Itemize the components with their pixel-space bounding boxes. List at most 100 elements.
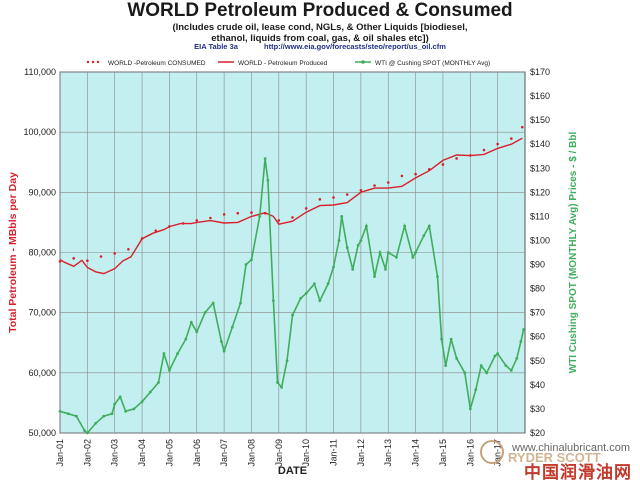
wti-point [386, 251, 390, 254]
x-tick-label: Jan-07 [219, 439, 229, 467]
wti-point [230, 325, 234, 329]
wti-point [444, 364, 448, 368]
wti-point [280, 385, 283, 389]
wti-point [326, 282, 330, 286]
y-right-tick-label: $140 [530, 139, 550, 149]
wti-point [504, 364, 508, 368]
y-right-tick-label: $170 [530, 67, 550, 77]
wti-point [427, 224, 431, 228]
wti-point [118, 395, 122, 399]
wti-point [411, 255, 415, 259]
consumed-point [72, 257, 75, 260]
wti-point [312, 282, 316, 286]
wti-point [468, 407, 472, 411]
consumed-point [277, 219, 281, 222]
x-tick-label: Jan-02 [82, 439, 92, 467]
produced-line [59, 137, 523, 275]
legend-label: WTI @ Cushing SPOT (MONTHLY Avg) [375, 60, 490, 67]
y-right-tick-label: $100 [530, 235, 550, 245]
y-right-tick-label: $110 [530, 211, 549, 221]
y-right-tick-label: $130 [530, 163, 550, 173]
x-tick-label: Jan-15 [438, 439, 448, 467]
y-left-tick-label: 100,000 [23, 127, 56, 137]
wti-point [58, 409, 62, 413]
wti-point [337, 239, 341, 242]
consumed-point [482, 148, 486, 152]
wti-point [195, 330, 199, 334]
wti-point [66, 412, 70, 416]
wti-point [110, 412, 114, 416]
consumed-point [195, 219, 199, 222]
x-tick-label: Jan-14 [411, 439, 421, 467]
wti-point [83, 429, 87, 432]
legend-consumed-swatch [96, 60, 100, 64]
logo-text: RYDER SCOTT [508, 450, 601, 465]
watermark-site: www.chinalubricant.com [512, 442, 630, 454]
consumed-point [520, 125, 524, 129]
consumed-point [86, 259, 89, 263]
wti-point [148, 390, 152, 394]
wti-point [244, 263, 248, 266]
wti-point [479, 364, 483, 368]
wti-point [378, 251, 382, 254]
wti-point [463, 371, 467, 375]
wti-point [384, 267, 387, 271]
consumed-point [441, 163, 445, 166]
wti-point [258, 215, 262, 218]
consumed-point [373, 184, 376, 187]
y-left-tick-label: 80,000 [28, 248, 56, 258]
wti-point [75, 414, 78, 418]
x-tick-label: Jan-13 [383, 439, 393, 467]
y-left-tick-label: 90,000 [28, 187, 56, 197]
consumed-point [236, 211, 240, 215]
chart-subtitle-line-1: (Includes crude oil, lease cond, NGLs, &… [172, 22, 468, 33]
x-tick-label: Jan-01 [55, 439, 65, 467]
wti-point [113, 402, 117, 406]
consumed-point [318, 198, 322, 201]
wti-point [291, 313, 294, 317]
consumed-point [154, 229, 158, 232]
consumed-point [386, 181, 390, 184]
wti-point [239, 301, 242, 305]
source-url[interactable]: http://www.eia.gov/forecasts/steo/report… [264, 42, 446, 51]
wti-point [403, 224, 407, 228]
y-left-axis-title: Total Petroleum - MBbls per Day [7, 172, 19, 333]
x-tick-label: Jan-16 [465, 439, 475, 467]
consumed-point [400, 174, 404, 178]
consumed-point [127, 247, 130, 251]
y-left-tick-label: 70,000 [28, 308, 56, 318]
wti-point [304, 292, 308, 295]
wti-point [266, 178, 270, 182]
wti-point [250, 258, 253, 262]
x-tick-label: Jan-06 [192, 439, 202, 467]
consumed-point [345, 193, 349, 196]
wti-point [124, 409, 128, 413]
wti-point [176, 352, 180, 355]
wti-point [219, 340, 223, 343]
wti-point [440, 337, 443, 341]
wti-point [496, 352, 500, 355]
y-right-tick-label: $160 [530, 91, 550, 101]
y-right-tick-label: $50 [530, 356, 545, 366]
wti-point [436, 275, 439, 278]
source-table: EIA Table 3a [194, 42, 238, 51]
wti-point [515, 356, 519, 360]
y-right-tick-label: $30 [530, 404, 545, 414]
legend-label: WORLD -Petroleum CONSUMED [108, 60, 206, 67]
consumed-point [359, 189, 363, 192]
legend-consumed-swatch [86, 60, 90, 64]
wti-point [509, 369, 513, 372]
wti-point [285, 359, 289, 363]
x-tick-label: Jan-08 [246, 439, 256, 467]
y-right-axis-title: WTI Cushing SPOT (MONTHLY Avg) Prices - … [568, 132, 579, 374]
wti-point [449, 337, 453, 341]
wti-point [94, 421, 97, 425]
y-left-tick-label: 110,000 [24, 67, 56, 77]
wti-point [318, 299, 322, 303]
wti-point [299, 296, 303, 300]
y-right-tick-label: $90 [530, 260, 545, 270]
wti-point [132, 407, 136, 411]
wti-point [332, 265, 335, 269]
ryder-scott-logo: RYDER SCOTT [480, 440, 601, 465]
